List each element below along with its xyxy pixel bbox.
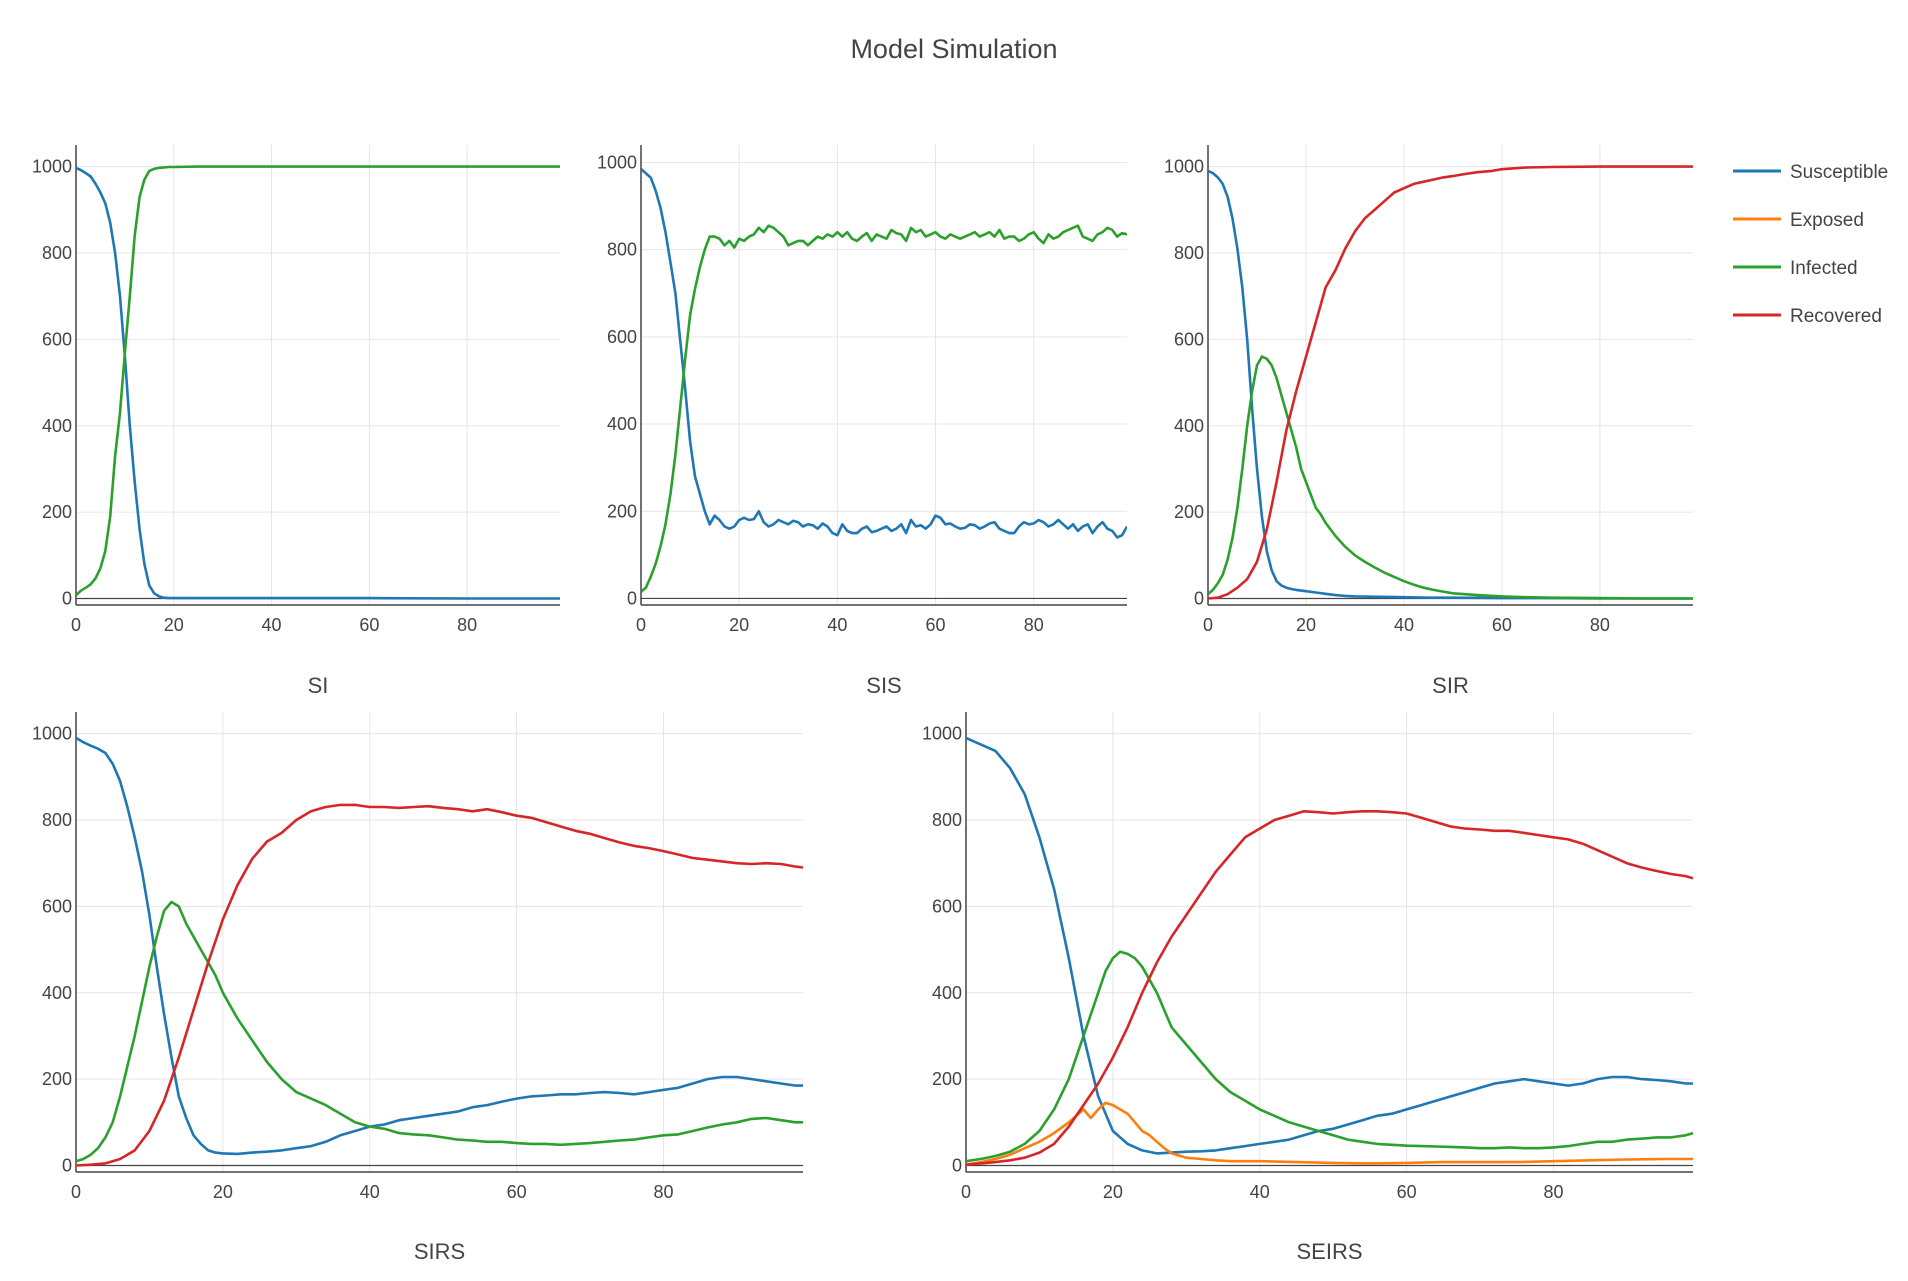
x-tick-label: 20 — [1296, 615, 1316, 635]
x-tick-label: 80 — [1590, 615, 1610, 635]
y-tick-label: 800 — [42, 810, 72, 830]
x-tick-label: 0 — [71, 615, 81, 635]
subplot-si: 0 200 400 600 800 1000 0 20 40 60 80 SI — [32, 145, 560, 698]
x-tick-label: 40 — [262, 615, 282, 635]
legend-item-infected[interactable]: Infected — [1733, 258, 1858, 279]
x-tick-label: 0 — [1203, 615, 1213, 635]
series-line-recovered — [966, 809, 1693, 1166]
y-tick-label: 200 — [607, 501, 637, 521]
y-tick-label: 0 — [627, 588, 637, 608]
y-tick-label: 600 — [1174, 329, 1204, 349]
y-tick-label: 1000 — [922, 724, 962, 744]
x-tick-label: 40 — [360, 1182, 380, 1202]
y-tick-label: 600 — [607, 327, 637, 347]
x-tick-label: 80 — [1543, 1182, 1563, 1202]
x-tick-label: 60 — [926, 615, 946, 635]
x-tick-label: 80 — [653, 1182, 673, 1202]
y-tick-label: 0 — [62, 589, 72, 609]
y-tick-label: 1000 — [32, 724, 72, 744]
x-tick-label: 60 — [1397, 1182, 1417, 1202]
y-tick-label: 0 — [1194, 589, 1204, 609]
x-tick-label: 40 — [827, 615, 847, 635]
subplot-title: SIS — [866, 673, 901, 698]
y-tick-label: 400 — [1174, 416, 1204, 436]
legend-item-exposed[interactable]: Exposed — [1733, 210, 1864, 231]
subplot-title: SI — [308, 673, 329, 698]
series-line-susceptible — [641, 168, 1127, 539]
series-line-exposed — [966, 1101, 1693, 1166]
series-line-recovered — [76, 803, 803, 1167]
x-tick-label: 40 — [1394, 615, 1414, 635]
y-tick-label: 400 — [607, 414, 637, 434]
x-tick-label: 60 — [1492, 615, 1512, 635]
legend-item-susceptible[interactable]: Susceptible — [1733, 162, 1888, 183]
x-tick-label: 60 — [359, 615, 379, 635]
series-line-infected — [966, 950, 1693, 1163]
legend-label: Exposed — [1790, 210, 1864, 231]
y-tick-label: 200 — [42, 502, 72, 522]
y-tick-label: 800 — [932, 810, 962, 830]
y-tick-label: 1000 — [597, 152, 637, 172]
x-tick-label: 0 — [636, 615, 646, 635]
x-tick-label: 80 — [1024, 615, 1044, 635]
y-tick-label: 800 — [607, 240, 637, 260]
y-tick-label: 200 — [1174, 502, 1204, 522]
y-tick-label: 1000 — [1164, 157, 1204, 177]
legend-label: Susceptible — [1790, 162, 1888, 183]
x-tick-label: 40 — [1250, 1182, 1270, 1202]
subplot-sir: 0 200 400 600 800 1000 0 20 40 60 80 SIR — [1164, 145, 1693, 698]
y-tick-label: 1000 — [32, 157, 72, 177]
series-line-susceptible — [966, 736, 1693, 1155]
legend-label: Infected — [1790, 258, 1858, 279]
series-line-infected — [76, 900, 803, 1163]
y-tick-label: 0 — [952, 1156, 962, 1176]
legend: Susceptible Exposed Infected Recovered — [1733, 162, 1888, 327]
figure-title: Model Simulation — [850, 34, 1058, 64]
subplot-title: SEIRS — [1296, 1239, 1362, 1264]
subplot-title: SIRS — [414, 1239, 465, 1264]
y-tick-label: 200 — [932, 1069, 962, 1089]
x-tick-label: 20 — [729, 615, 749, 635]
subplot-sis: 0 200 400 600 800 1000 0 20 40 60 80 SIS — [597, 145, 1127, 698]
x-tick-label: 20 — [164, 615, 184, 635]
y-tick-label: 400 — [42, 983, 72, 1003]
x-tick-label: 80 — [457, 615, 477, 635]
y-tick-label: 600 — [42, 896, 72, 916]
y-tick-label: 800 — [42, 243, 72, 263]
y-tick-label: 800 — [1174, 243, 1204, 263]
x-tick-label: 60 — [507, 1182, 527, 1202]
subplot-seirs: 0 200 400 600 800 1000 0 20 40 60 80 SEIRS — [922, 712, 1693, 1264]
series-line-susceptible — [76, 166, 560, 600]
series-line-susceptible — [1208, 169, 1693, 600]
x-tick-label: 0 — [961, 1182, 971, 1202]
series-line-recovered — [1208, 165, 1693, 600]
y-tick-label: 200 — [42, 1069, 72, 1089]
x-tick-label: 20 — [1103, 1182, 1123, 1202]
x-tick-label: 0 — [71, 1182, 81, 1202]
y-tick-label: 600 — [932, 896, 962, 916]
y-tick-label: 400 — [932, 983, 962, 1003]
y-tick-label: 0 — [62, 1156, 72, 1176]
series-line-susceptible — [76, 736, 803, 1156]
y-tick-label: 400 — [42, 416, 72, 436]
legend-label: Recovered — [1790, 306, 1882, 327]
x-tick-label: 20 — [213, 1182, 233, 1202]
subplot-title: SIR — [1432, 673, 1469, 698]
series-line-infected — [76, 165, 560, 597]
series-line-infected — [641, 224, 1127, 593]
series-line-infected — [1208, 355, 1693, 600]
legend-item-recovered[interactable]: Recovered — [1733, 306, 1882, 327]
y-tick-label: 600 — [42, 329, 72, 349]
subplot-sirs: 0 200 400 600 800 1000 0 20 40 60 80 SIRS — [32, 712, 803, 1264]
